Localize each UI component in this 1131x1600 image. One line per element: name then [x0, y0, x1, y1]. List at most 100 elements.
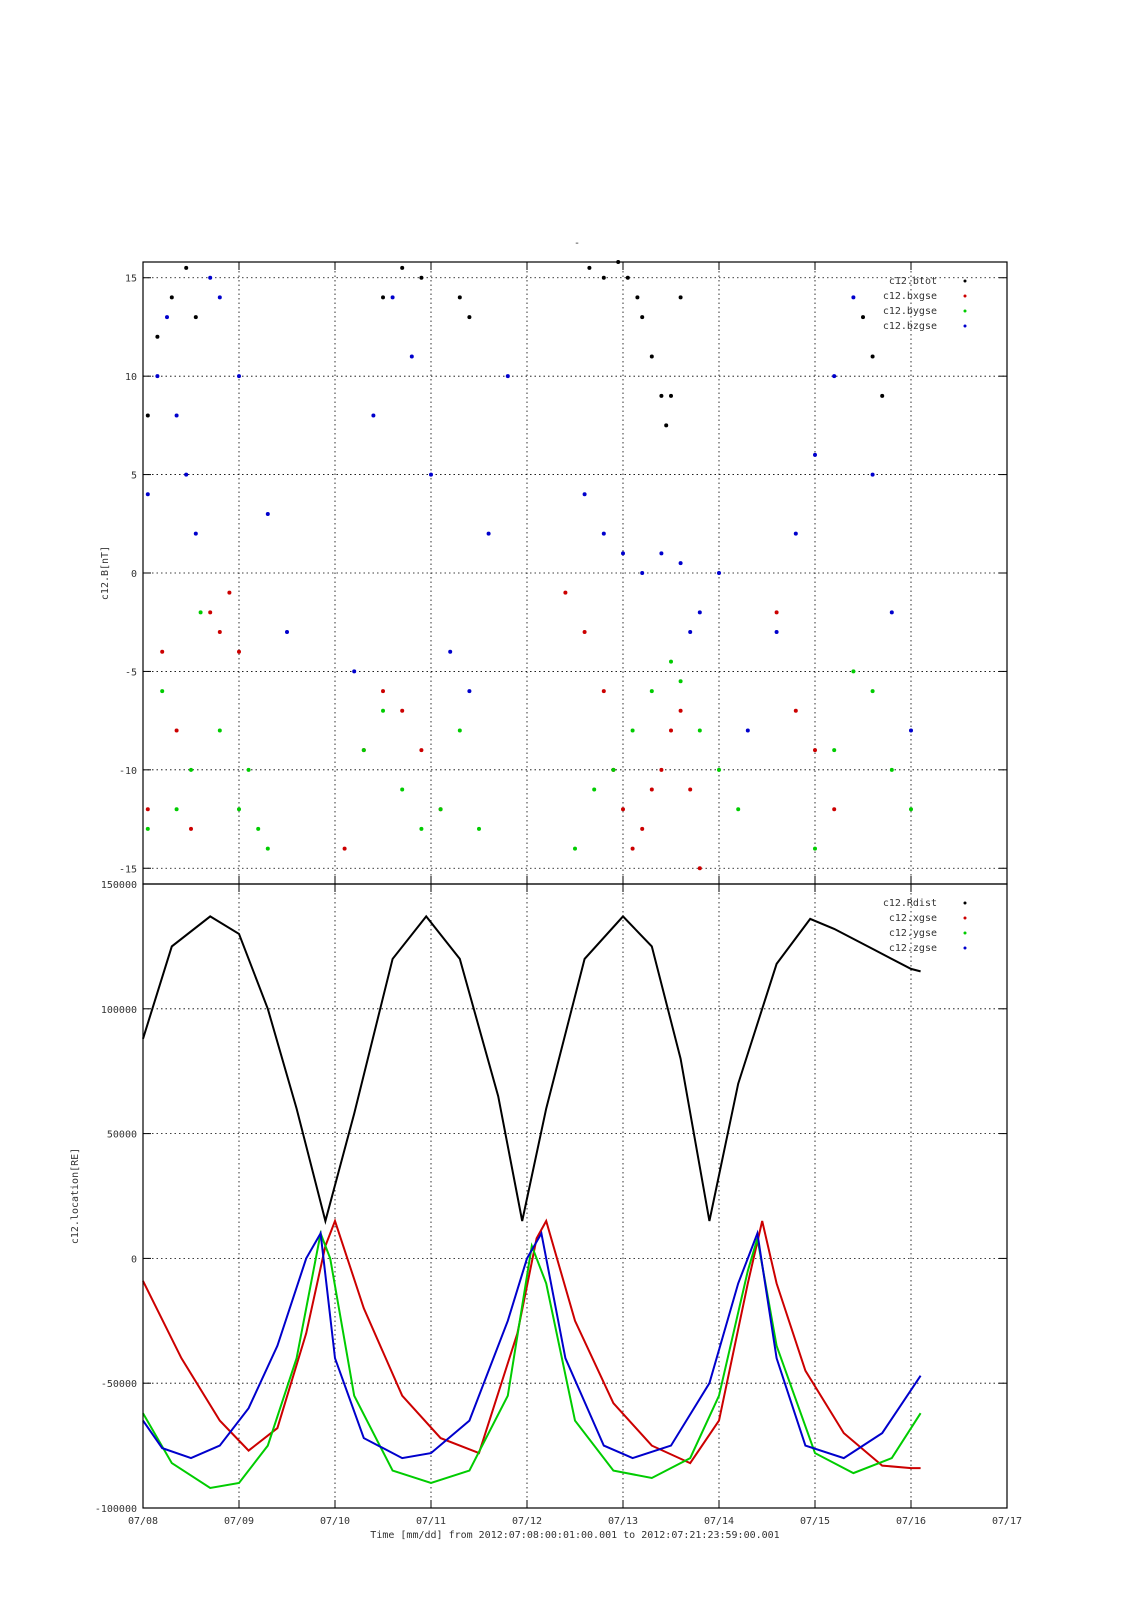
field-series-c12.bzgse	[145, 275, 913, 733]
field-point	[189, 826, 193, 831]
field-point	[419, 275, 424, 280]
field-point	[145, 807, 150, 812]
field-legend-label: c12.btot	[889, 276, 937, 287]
field-point	[659, 551, 664, 556]
field-point	[697, 866, 702, 871]
field-point	[438, 807, 443, 812]
field-point	[832, 807, 837, 812]
field-point	[611, 767, 616, 772]
field-point	[697, 610, 702, 615]
field-point	[649, 689, 654, 694]
field-point	[688, 630, 693, 635]
field-point	[832, 748, 837, 753]
field-point	[669, 728, 673, 733]
field-point	[217, 295, 222, 300]
field-point	[256, 826, 261, 831]
field-point	[870, 689, 875, 694]
location-line-c12.xgse	[142, 1218, 921, 1470]
location-ticks: -100000 -50000 0 50000 100000 150000	[95, 880, 1008, 1515]
field-legend-marker	[963, 324, 967, 328]
field-point	[649, 787, 654, 792]
field-point	[160, 649, 165, 654]
field-point	[419, 826, 424, 831]
field-point	[400, 787, 405, 792]
field-y-axis-label: c12.B[nT]	[100, 546, 111, 600]
field-point	[649, 354, 654, 359]
location-legend-marker	[963, 931, 967, 935]
field-point	[669, 393, 673, 398]
field-point	[793, 708, 798, 713]
field-point	[851, 295, 856, 300]
x-tick-label: 07/11	[416, 1516, 446, 1527]
field-point	[505, 374, 510, 379]
field-point	[457, 728, 462, 733]
location-legend-label: c12.xgse	[889, 913, 937, 924]
field-point	[563, 590, 568, 595]
field-point	[635, 295, 640, 300]
field-legend-label: c12.bygse	[883, 306, 937, 317]
field-point	[889, 610, 894, 615]
field-series-c12.btot	[145, 260, 885, 428]
location-line-c12.zgse	[142, 1229, 922, 1460]
location-y-tick-label: 0	[131, 1254, 137, 1265]
location-panel: -100000 -50000 0 50000 100000 150000 c12.loca…	[70, 880, 1008, 1515]
field-point	[717, 571, 721, 575]
location-line-c12.ygse	[142, 1229, 922, 1490]
field-legend-marker	[963, 309, 967, 313]
field-point	[909, 807, 913, 812]
field-point	[813, 748, 817, 753]
field-point	[381, 708, 385, 713]
location-legend-label: c12.zgse	[889, 943, 937, 954]
field-point	[621, 551, 625, 556]
field-point	[208, 610, 213, 615]
field-point	[697, 728, 702, 733]
field-point	[193, 315, 198, 320]
field-point	[169, 295, 174, 300]
field-point	[400, 708, 405, 713]
field-point	[227, 590, 232, 595]
x-tick-label: 07/08	[128, 1516, 158, 1527]
field-point	[189, 767, 193, 772]
field-point	[352, 669, 357, 674]
field-point	[861, 315, 865, 320]
field-point	[390, 295, 395, 300]
figure-title: -	[574, 238, 580, 249]
field-point	[419, 748, 424, 753]
field-series-c12.bxgse	[145, 590, 837, 871]
field-point	[145, 492, 150, 497]
location-grid	[143, 884, 1007, 1508]
field-point	[601, 531, 606, 536]
field-legend-marker	[963, 279, 967, 283]
field-point	[155, 374, 160, 379]
field-point	[745, 728, 750, 733]
location-series-group	[142, 914, 922, 1490]
field-point	[659, 393, 664, 398]
field-point	[467, 315, 472, 320]
field-point	[870, 472, 875, 477]
field-point	[851, 669, 856, 674]
field-y-tick-label: 0	[131, 569, 137, 580]
field-point	[889, 767, 894, 772]
field-point	[678, 708, 683, 713]
field-point	[832, 374, 837, 379]
field-point	[659, 767, 664, 772]
field-point	[145, 826, 150, 831]
location-y-axis-label: c12.location[RE]	[70, 1148, 81, 1244]
field-point	[630, 728, 635, 733]
location-legend-label: c12.Rdist	[883, 898, 937, 909]
field-point	[160, 689, 165, 694]
field-point	[381, 295, 385, 300]
field-point	[774, 610, 779, 615]
field-point	[587, 265, 592, 270]
x-tick-label: 07/09	[224, 1516, 254, 1527]
field-point	[477, 826, 481, 831]
field-point	[237, 649, 241, 654]
location-legend-marker	[963, 901, 967, 905]
field-point	[285, 630, 289, 635]
location-line-c12.Rdist	[142, 914, 921, 1225]
field-point	[688, 787, 693, 792]
field-point	[174, 728, 179, 733]
location-y-tick-label: 50000	[107, 1130, 137, 1141]
field-y-tick-label: -10	[119, 766, 137, 777]
